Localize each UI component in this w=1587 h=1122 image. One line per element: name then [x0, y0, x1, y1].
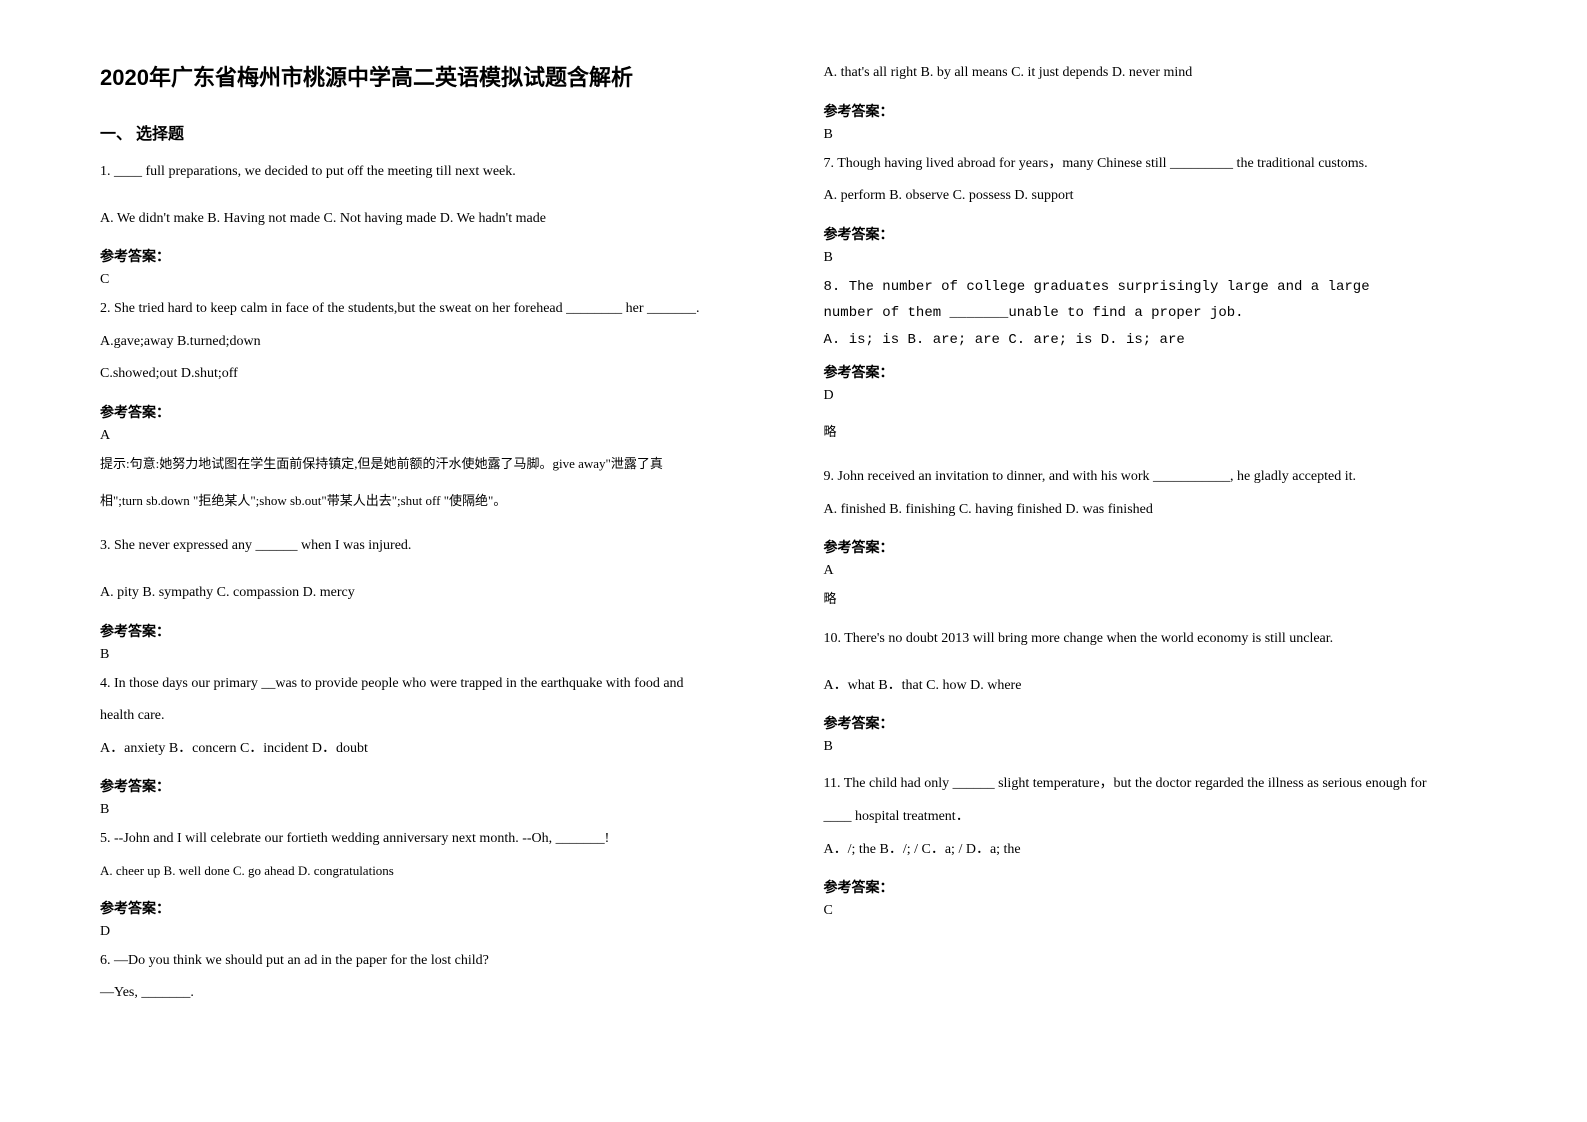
question-4-answer: B — [100, 802, 764, 818]
question-10-options: A．what B．that C. how D. where — [824, 673, 1488, 700]
answer-label: 参考答案： — [824, 537, 1488, 557]
question-6-options: A. that's all right B. by all means C. i… — [824, 60, 1488, 87]
question-3-answer: B — [100, 647, 764, 663]
question-8-line2: number of them _______unable to find a p… — [824, 300, 1488, 327]
question-2-options-b: C.showed;out D.shut;off — [100, 361, 764, 388]
question-2-options-a: A.gave;away B.turned;down — [100, 329, 764, 356]
question-5: 5. --John and I will celebrate our forti… — [100, 826, 764, 853]
question-9-note: 略 — [824, 587, 1488, 612]
answer-label: 参考答案： — [100, 246, 764, 266]
question-7-options: A. perform B. observe C. possess D. supp… — [824, 183, 1488, 210]
question-9: 9. John received an invitation to dinner… — [824, 464, 1488, 491]
answer-label: 参考答案： — [824, 362, 1488, 382]
question-4: 4. In those days our primary __was to pr… — [100, 671, 764, 698]
answer-label: 参考答案： — [100, 898, 764, 918]
left-column: 2020年广东省梅州市桃源中学高二英语模拟试题含解析 一、 选择题 1. ___… — [100, 60, 764, 1062]
right-column: A. that's all right B. by all means C. i… — [824, 60, 1488, 1062]
answer-label: 参考答案： — [100, 776, 764, 796]
answer-label: 参考答案： — [824, 101, 1488, 121]
question-8-answer: D — [824, 388, 1488, 404]
question-3-options: A. pity B. sympathy C. compassion D. mer… — [100, 580, 764, 607]
question-4-line2: health care. — [100, 703, 764, 730]
question-2: 2. She tried hard to keep calm in face o… — [100, 296, 764, 323]
question-10-answer: B — [824, 739, 1488, 755]
question-7-answer: B — [824, 250, 1488, 266]
question-1-options: A. We didn't make B. Having not made C. … — [100, 206, 764, 233]
answer-label: 参考答案： — [824, 224, 1488, 244]
question-11-options: A．/; the B．/; / C．a; / D．a; the — [824, 837, 1488, 864]
question-6-line2: —Yes, _______. — [100, 980, 764, 1007]
answer-label: 参考答案： — [100, 402, 764, 422]
question-5-options: A. cheer up B. well done C. go ahead D. … — [100, 859, 764, 884]
question-2-answer: A — [100, 428, 764, 444]
question-8-note: 略 — [824, 420, 1488, 445]
question-2-hint-1: 提示:句意:她努力地试图在学生面前保持镇定,但是她前额的汗水使她露了马脚。giv… — [100, 452, 764, 477]
question-4-options: A．anxiety B．concern C．incident D．doubt — [100, 736, 764, 763]
question-11-line2: ____ hospital treatment． — [824, 804, 1488, 831]
answer-label: 参考答案： — [824, 713, 1488, 733]
answer-label: 参考答案： — [824, 877, 1488, 897]
question-9-answer: A — [824, 563, 1488, 579]
question-10: 10. There's no doubt 2013 will bring mor… — [824, 626, 1488, 653]
exam-title: 2020年广东省梅州市桃源中学高二英语模拟试题含解析 — [100, 60, 764, 92]
question-1-answer: C — [100, 272, 764, 288]
question-1: 1. ____ full preparations, we decided to… — [100, 159, 764, 186]
question-8-options: A. is; is B. are; are C. are; is D. is; … — [824, 327, 1488, 354]
question-6-answer: B — [824, 127, 1488, 143]
question-11-answer: C — [824, 903, 1488, 919]
question-8-line1: 8. The number of college graduates surpr… — [824, 274, 1488, 301]
question-7: 7. Though having lived abroad for years，… — [824, 151, 1488, 178]
question-5-answer: D — [100, 924, 764, 940]
question-11: 11. The child had only ______ slight tem… — [824, 771, 1488, 798]
answer-label: 参考答案： — [100, 621, 764, 641]
question-9-options: A. finished B. finishing C. having finis… — [824, 497, 1488, 524]
question-3: 3. She never expressed any ______ when I… — [100, 533, 764, 560]
question-2-hint-2: 相";turn sb.down "拒绝某人";show sb.out"带某人出去… — [100, 489, 764, 514]
question-6: 6. —Do you think we should put an ad in … — [100, 948, 764, 975]
section-header: 一、 选择题 — [100, 120, 764, 144]
